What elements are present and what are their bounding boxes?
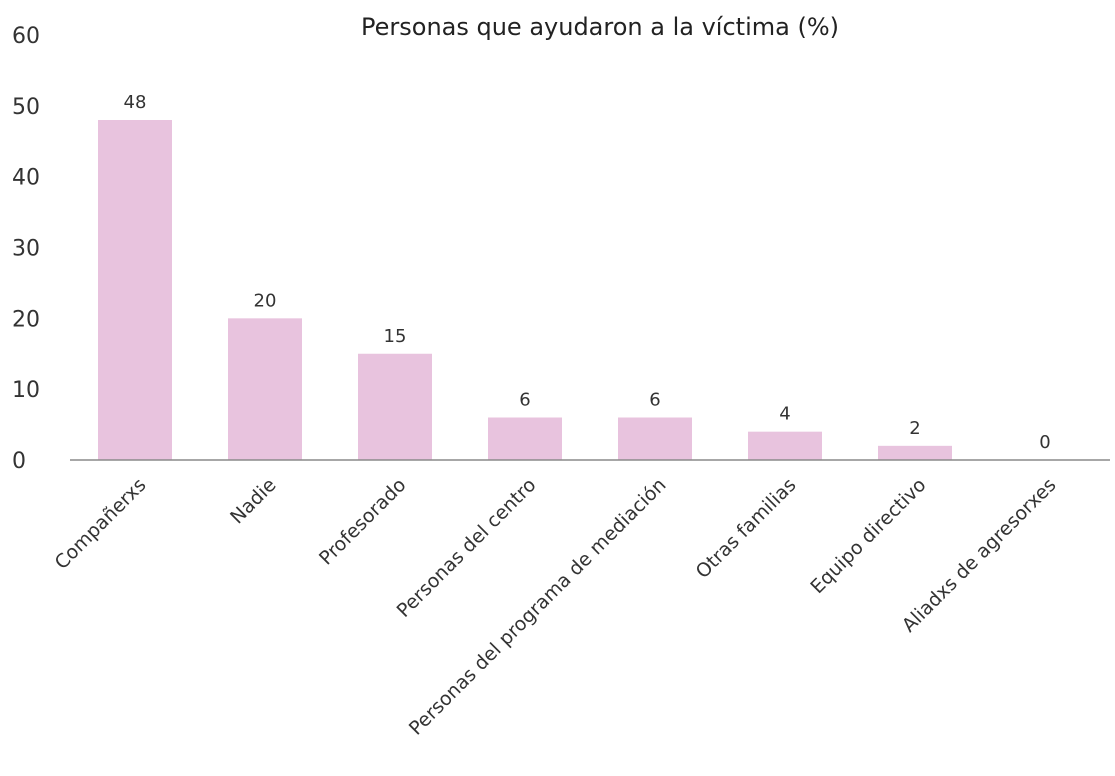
data-label: 6 <box>519 390 530 411</box>
data-label: 6 <box>649 390 660 411</box>
data-label: 15 <box>384 326 407 347</box>
x-tick-label: Personas del centro <box>393 474 541 622</box>
bar <box>98 120 172 460</box>
y-tick-label: 0 <box>12 449 26 474</box>
y-axis-ticks: 0 10 20 30 40 50 60 <box>12 24 40 474</box>
data-label: 2 <box>909 418 920 439</box>
bar <box>228 318 302 460</box>
y-tick-label: 20 <box>12 307 40 332</box>
bar <box>748 431 822 460</box>
data-label: 20 <box>254 290 277 311</box>
y-tick-label: 30 <box>12 237 40 262</box>
bar <box>358 353 432 460</box>
y-tick-label: 60 <box>12 24 40 49</box>
x-tick-label: Otras familias <box>692 474 801 583</box>
y-tick-label: 10 <box>12 378 40 403</box>
x-tick-label: Profesorado <box>315 474 411 570</box>
bars <box>98 120 952 460</box>
x-tick-label: Compañerxs <box>51 474 151 574</box>
x-tick-label: Aliadxs de agresorxes <box>898 474 1061 637</box>
chart-title: Personas que ayudaron a la víctima (%) <box>361 13 839 41</box>
data-label: 4 <box>779 404 790 425</box>
y-tick-label: 40 <box>12 166 40 191</box>
data-label: 0 <box>1039 432 1050 453</box>
x-tick-label: Equipo directivo <box>806 474 930 598</box>
x-tick-label: Nadie <box>226 474 280 528</box>
data-label: 48 <box>124 92 147 113</box>
bar <box>618 417 692 460</box>
x-tick-label: Personas del programa de mediación <box>405 474 671 740</box>
bar <box>878 445 952 460</box>
bar <box>488 417 562 460</box>
y-tick-label: 50 <box>12 95 40 120</box>
